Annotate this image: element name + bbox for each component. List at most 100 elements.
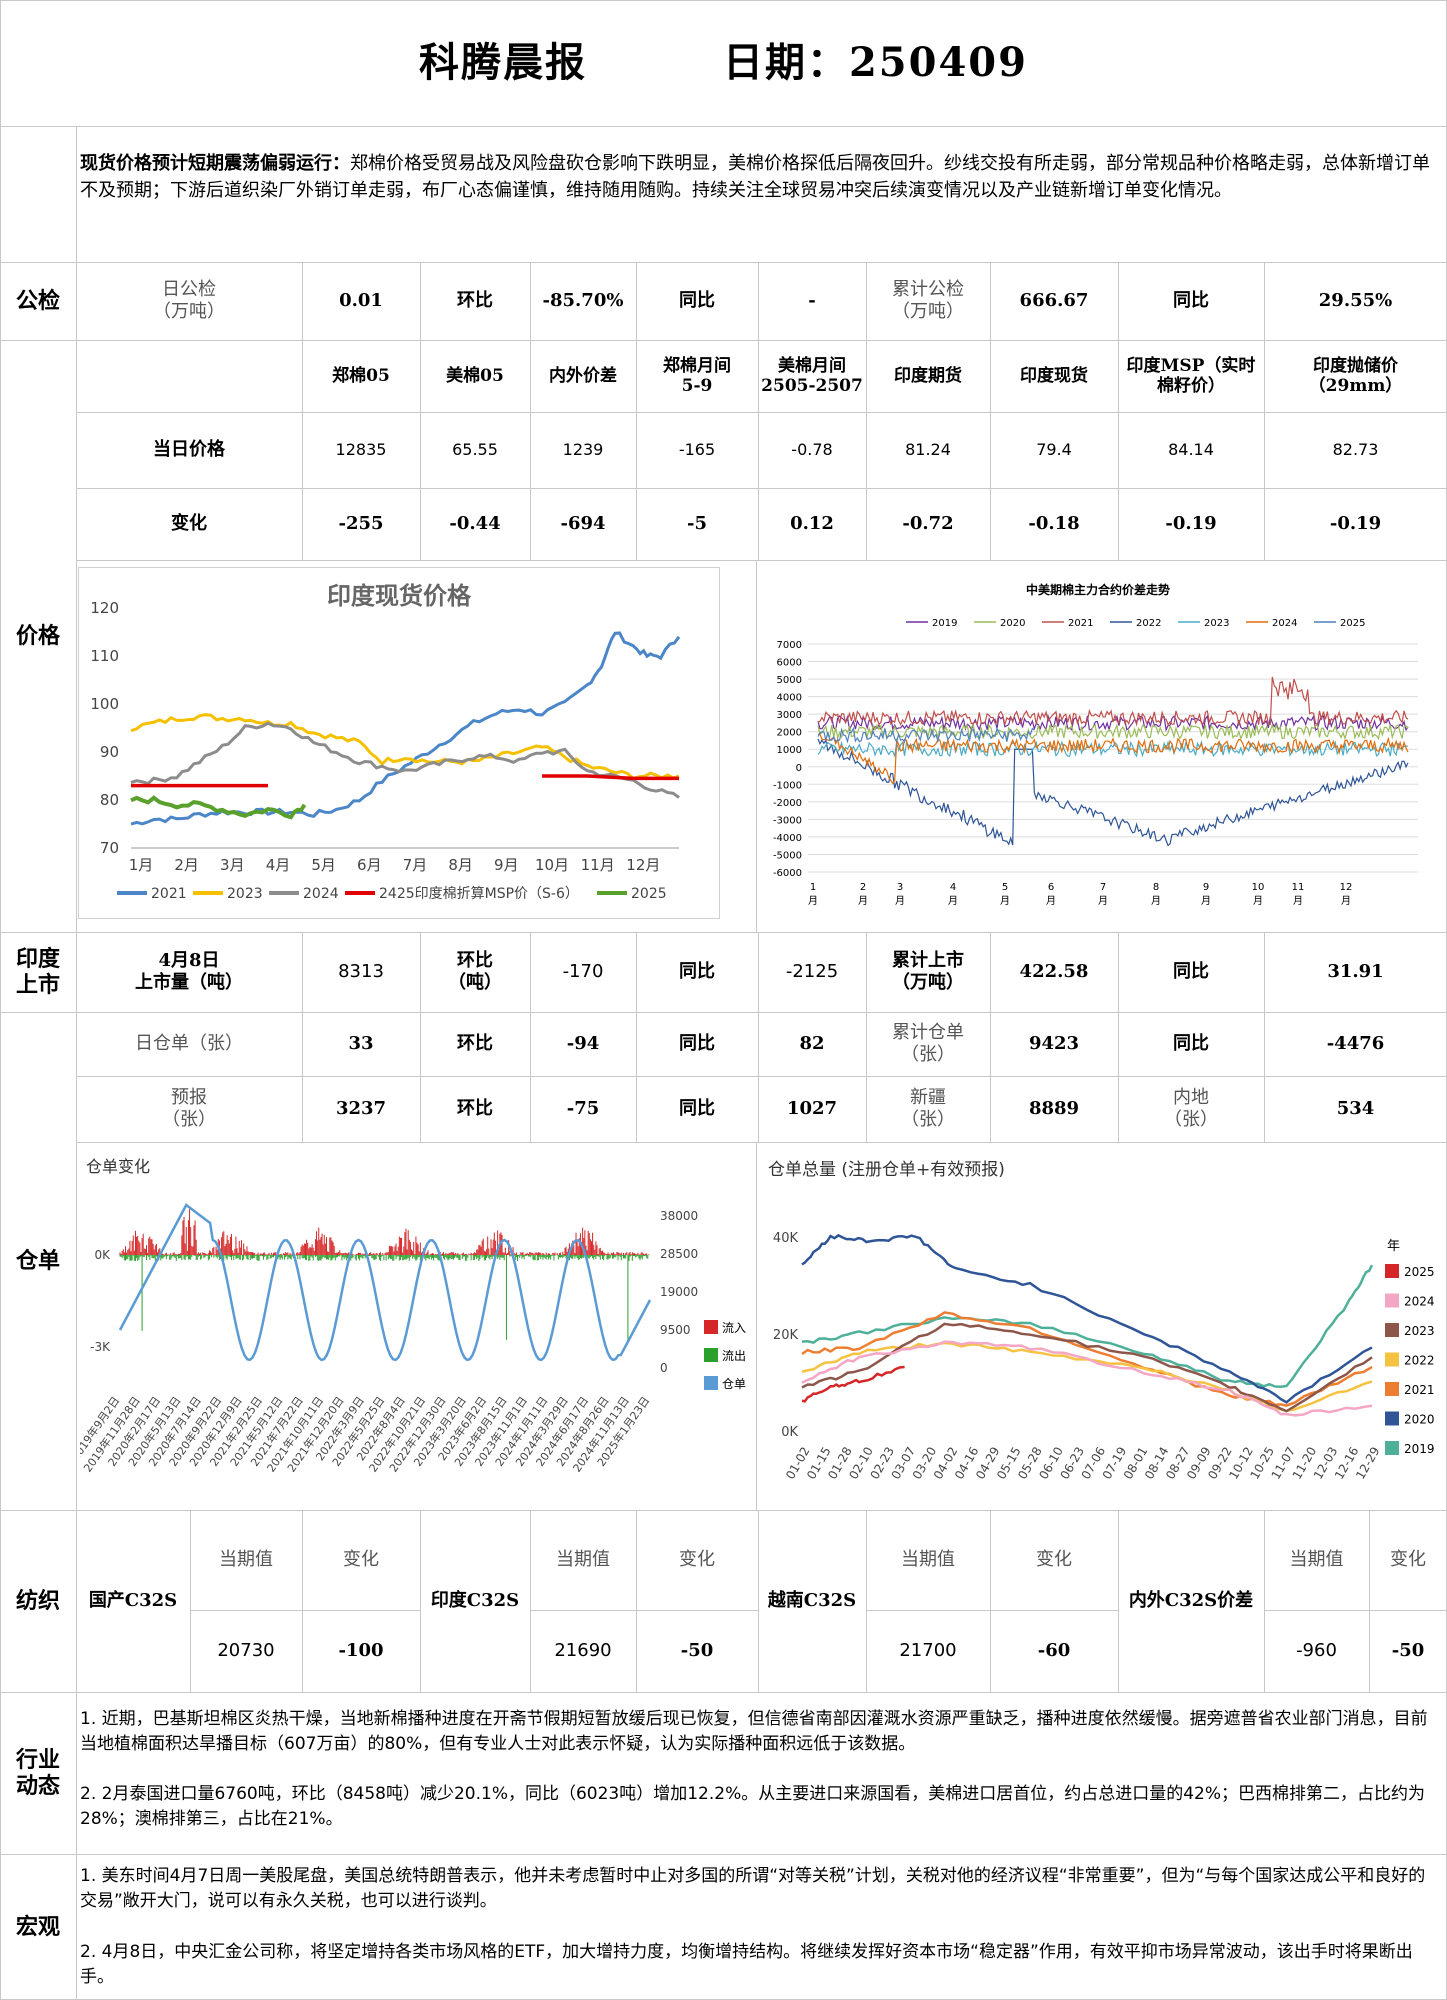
chart3-ltick: -3K (90, 1340, 111, 1354)
chart2-series-line (817, 676, 1409, 727)
chart2-ytick: 1000 (777, 745, 802, 756)
chart3-legend-label: 仓单 (722, 1377, 746, 1391)
grid-line (76, 412, 1447, 413)
grid-line (76, 1076, 1447, 1077)
chart1-series-line (542, 774, 679, 781)
industry-news-2: 2. 2月泰国进口量6760吨，环比（8458吨）减少20.1%，同比（6023… (80, 1784, 1426, 1829)
grid-line (1118, 262, 1119, 560)
chart1-legend-label: 2023 (227, 886, 263, 902)
report-title: 科腾晨报 日期：250409 (0, 30, 1447, 88)
chart2-ytick: -3000 (773, 815, 802, 826)
grid-line (756, 1142, 757, 1510)
chart4-legend-label: 2020 (1404, 1413, 1435, 1427)
chart4-legend-title: 年 (1387, 1239, 1400, 1254)
india-cum-value: 422.58 (1019, 961, 1089, 983)
chart1-xtick: 12月 (626, 856, 660, 874)
chart3-legend-label: 流入 (722, 1321, 746, 1335)
report-date: 日期：250409 (722, 39, 1028, 86)
grid-line (1118, 932, 1119, 1142)
section-hangye-1: 行业 (15, 1746, 60, 1773)
change-value-4: 0.12 (790, 513, 834, 535)
grid-line (76, 1142, 1447, 1143)
warrant-hb-label: 环比 (457, 1033, 493, 1055)
chart2-xtick: 1 (810, 882, 816, 893)
india-tb-label: 同比 (679, 961, 715, 983)
chart1-series-line (130, 721, 680, 799)
chart1-ytick: 110 (90, 647, 119, 665)
grid-line (0, 340, 1447, 341)
gongjian-tb-value: - (808, 290, 816, 312)
india-daily-label: 4月8日 上市量（吨） (135, 950, 243, 993)
chart3-rtick: 19000 (660, 1285, 698, 1299)
change-value-1: -0.44 (449, 513, 501, 535)
daily-inspection-value: 0.01 (339, 290, 383, 312)
chart3-rtick: 9500 (660, 1323, 691, 1337)
price-header-0: 郑棉05 (332, 365, 390, 386)
chart2-ytick: -1000 (773, 780, 802, 791)
price-header-4: 美棉月间 2505-2507 (761, 355, 863, 396)
chart2-ytick: -2000 (773, 798, 802, 809)
forecast-value: 3237 (335, 1098, 387, 1120)
grid-line (866, 932, 867, 1142)
summary-text: 郑棉价格受贸易战及风险盘砍仓影响下跌明显，美棉价格探低后隔夜回升。纱线交投有所走… (80, 153, 1430, 201)
section-price: 价格 (15, 622, 60, 649)
chart2-legend-label: 2019 (932, 618, 957, 629)
chart2-xtick: 4 (950, 882, 956, 893)
cum-tb-label: 同比 (1173, 290, 1209, 312)
chart1-ytick: 70 (100, 839, 119, 857)
chart2-xtick: 12 (1340, 882, 1353, 893)
grid-line (1264, 932, 1265, 1142)
cum-warrant-tb-value: -4476 (1326, 1033, 1385, 1055)
chart2-xtick: 月 (895, 895, 905, 907)
chart4-ytick: 40K (773, 1231, 799, 1246)
chart1-legend-label: 2025 (631, 886, 667, 902)
grid-line (530, 1510, 531, 1692)
price-header-1: 美棉05 (446, 365, 504, 386)
forecast-label: 预报 （张） (162, 1087, 216, 1130)
chart2-xtick: 月 (1151, 895, 1161, 907)
chart1-xtick: 2月 (174, 856, 199, 874)
chart1-xtick: 3月 (220, 856, 245, 874)
grid-line (1369, 1510, 1370, 1692)
chart3-rtick: 28500 (660, 1247, 698, 1261)
chart4-series-line (801, 1233, 1373, 1404)
grid-line (0, 1692, 1447, 1693)
spread-chart: 中美期棉主力合约价差走势 2019 2020 2021 2022 2023 2024 2025… (758, 572, 1438, 924)
textile-cur-value-3: -960 (1296, 1640, 1337, 1662)
grid-line (76, 560, 1447, 561)
chart2-xtick: 月 (1341, 895, 1351, 907)
chart1-legend-label: 2024 (303, 886, 339, 902)
india-spot-chart: 印度现货价格 70 80 90 100 110 120 1月 2月 3月 4月 5月 6月 7月 8月 9月 1… (78, 567, 720, 919)
india-spot-chart-svg: 印度现货价格 70 80 90 100 110 120 1月 2月 3月 4月 5月 6月 7月 8月 9月 1… (90, 582, 681, 902)
section-gongjian: 公检 (15, 287, 60, 314)
textile-chg-label-3: 变化 (1390, 1549, 1426, 1571)
chart4-legend-swatch (1385, 1293, 1399, 1308)
grid-line (302, 262, 303, 560)
india-hb-label: 环比 （吨） (448, 950, 502, 993)
price-row-label: 当日价格 (153, 439, 225, 461)
grid-line (190, 1510, 191, 1692)
report-name: 科腾晨报 (419, 39, 588, 86)
chart2-legend-label: 2023 (1204, 618, 1229, 629)
grid-line (530, 932, 531, 1142)
india-cum-label: 累计上市 （万吨） (892, 950, 964, 993)
chart1-xtick: 6月 (357, 856, 382, 874)
chart2-ytick: 6000 (777, 658, 802, 669)
textile-name-1: 印度C32S (430, 1590, 520, 1612)
grid-line (0, 262, 1447, 263)
grid-line (0, 1854, 1447, 1855)
price-value-1: 65.55 (452, 440, 498, 460)
forecast-tb-value: 1027 (786, 1098, 838, 1120)
chart2-xtick: 月 (858, 895, 868, 907)
grid-line (0, 126, 1447, 127)
daily-inspection-label: 日公检 （万吨） (153, 279, 225, 322)
chart1-xtick: 9月 (494, 856, 519, 874)
chart4-series-line (801, 1322, 1373, 1413)
xinjiang-value: 8889 (1028, 1098, 1080, 1120)
chart1-ytick: 90 (100, 743, 119, 761)
grid-line (636, 262, 637, 560)
chart4-series-line (801, 1264, 1374, 1388)
chart1-xtick: 11月 (581, 856, 615, 874)
section-hangye-2: 动态 (15, 1773, 60, 1799)
